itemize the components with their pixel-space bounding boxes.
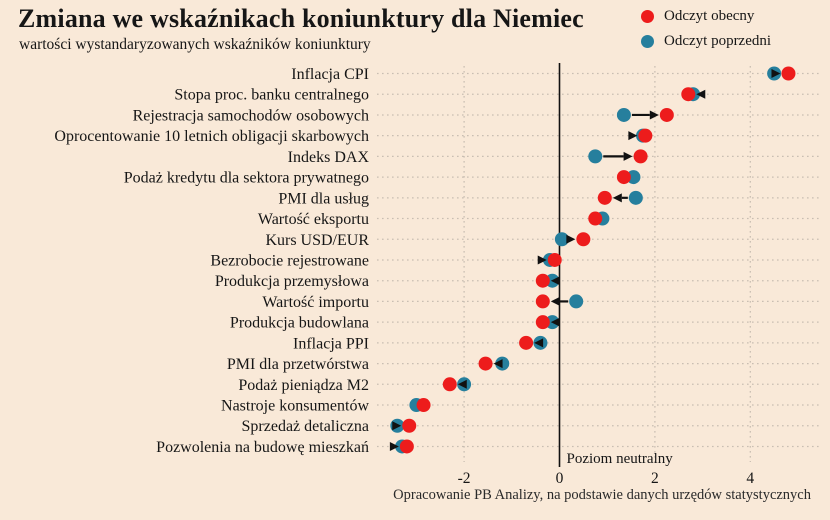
- current-dot-icon: [641, 9, 654, 23]
- current-dot: [588, 211, 603, 226]
- current-dot: [633, 149, 648, 164]
- current-dot: [416, 398, 431, 413]
- row-label: Produkcja budowlana: [230, 315, 369, 332]
- current-dot: [681, 87, 696, 102]
- change-arrow-head: [612, 193, 622, 203]
- x-tick-label: 2: [651, 470, 659, 487]
- change-arrow-head: [566, 234, 576, 244]
- legend-previous-label: Odczyt poprzedni: [664, 32, 772, 49]
- legend-item-previous: Odczyt poprzedni: [641, 30, 771, 52]
- row-label: PMI dla usług: [278, 190, 369, 207]
- row-label: Podaż kredytu dla sektora prywatnego: [124, 170, 369, 187]
- row-label: Produkcja przemysłowa: [215, 273, 369, 290]
- neutral-line-label: Poziom neutralny: [567, 451, 674, 467]
- row-label: Wartość importu: [262, 294, 369, 311]
- row-label: Pozwolenia na budowę mieszkań: [156, 439, 369, 456]
- legend-item-current: Odczyt obecny: [641, 5, 771, 27]
- change-arrow-head: [623, 151, 633, 161]
- x-tick-label: -2: [458, 470, 471, 487]
- previous-dot: [588, 149, 603, 164]
- chart-subtitle: wartości wystandaryzowanych wskaźników k…: [19, 36, 371, 53]
- current-dot: [616, 170, 631, 185]
- change-arrow-head: [649, 110, 659, 120]
- row-label: Stopa proc. banku centralnego: [174, 87, 369, 104]
- change-arrow-head: [493, 359, 503, 369]
- x-tick-label: 0: [556, 470, 564, 487]
- previous-dot: [569, 294, 584, 309]
- row-label: Sprzedaż detaliczna: [242, 418, 369, 435]
- change-arrow-head: [457, 379, 467, 389]
- row-label: Wartość eksportu: [258, 211, 369, 228]
- current-dot: [547, 252, 562, 267]
- current-dot: [399, 439, 414, 454]
- current-dot: [478, 356, 493, 371]
- source-note: Opracowanie PB Analizy, na podstawie dan…: [393, 487, 812, 503]
- change-arrow-head: [550, 317, 560, 327]
- change-arrow-head: [771, 69, 781, 78]
- row-label: Rejestracja samochodów osobowych: [133, 107, 369, 124]
- previous-dot: [628, 190, 643, 205]
- x-tick-label: 4: [746, 470, 754, 487]
- change-arrow-head: [392, 421, 402, 431]
- row-label: Inflacja PPI: [293, 335, 369, 352]
- current-dot: [781, 66, 796, 81]
- current-dot: [659, 107, 674, 122]
- current-dot: [535, 315, 550, 330]
- previous-dot: [616, 107, 631, 122]
- change-arrow-head: [550, 276, 560, 286]
- current-dot: [519, 335, 534, 350]
- row-label: Bezrobocie rejestrowane: [210, 252, 369, 269]
- current-dot: [576, 232, 591, 247]
- row-label: PMI dla przetwórstwa: [227, 356, 369, 373]
- legend: Odczyt obecny Odczyt poprzedni: [641, 5, 771, 52]
- change-arrow-head: [534, 338, 544, 348]
- previous-dot-icon: [641, 34, 654, 48]
- row-label: Kurs USD/EUR: [265, 232, 369, 249]
- change-arrow-head: [628, 131, 638, 141]
- row-label: Inflacja CPI: [291, 66, 369, 83]
- change-arrow-head: [537, 255, 547, 265]
- change-arrow-head: [550, 296, 560, 306]
- current-dot: [597, 190, 612, 205]
- current-dot: [402, 418, 417, 433]
- current-dot: [442, 377, 457, 392]
- legend-current-label: Odczyt obecny: [664, 7, 755, 24]
- row-label: Podaż pieniądza M2: [238, 377, 369, 394]
- previous-dot: [554, 232, 569, 247]
- change-arrow-head: [696, 89, 706, 99]
- change-arrow-head: [389, 441, 399, 451]
- chart-title: Zmiana we wskaźnikach koniunktury dla Ni…: [18, 4, 584, 33]
- row-label: Oprocentowanie 10 letnich obligacji skar…: [54, 128, 369, 145]
- row-label: Indeks DAX: [288, 149, 370, 166]
- current-dot: [535, 273, 550, 288]
- current-dot: [535, 294, 550, 309]
- current-dot: [638, 128, 653, 143]
- row-label: Nastroje konsumentów: [221, 398, 369, 415]
